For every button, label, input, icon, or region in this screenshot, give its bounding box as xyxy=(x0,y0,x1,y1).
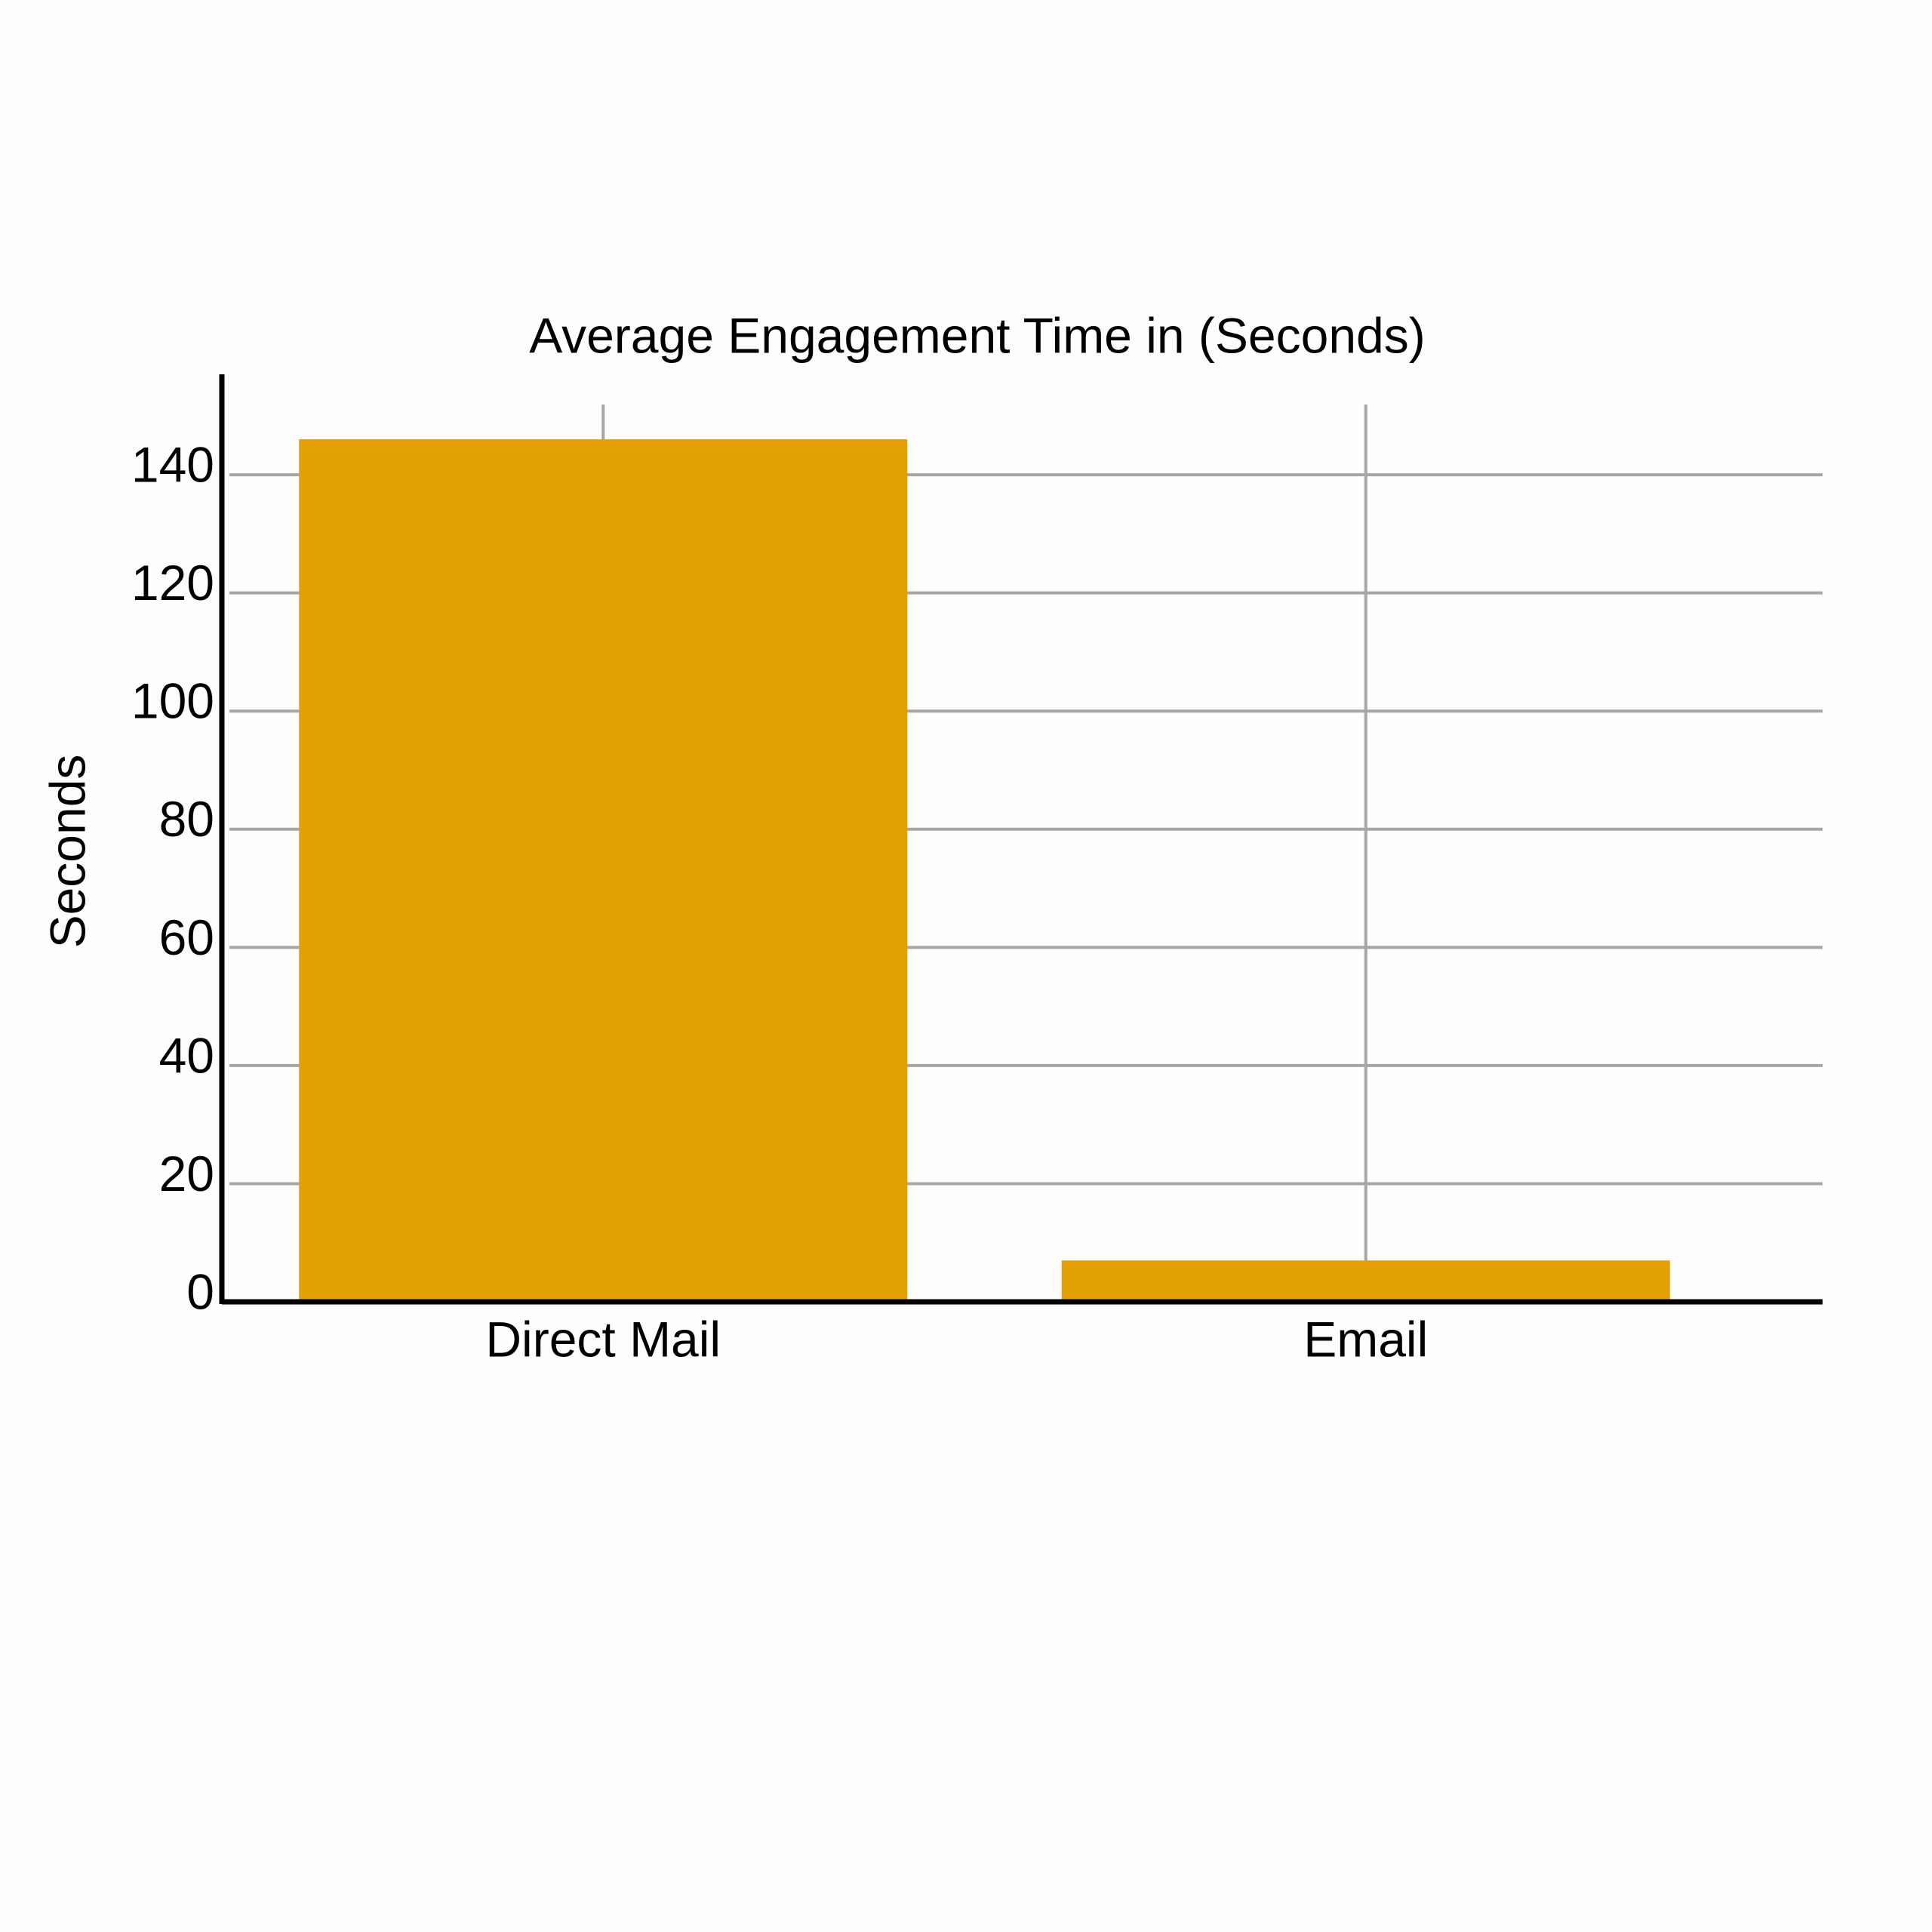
y-axis-label: Seconds xyxy=(39,755,95,949)
chart-title: Average Engagement Time in (Seconds) xyxy=(529,307,1425,363)
y-tick-label: 0 xyxy=(186,1263,214,1319)
x-tick-label: Direct Mail xyxy=(485,1311,721,1367)
y-tick-label: 60 xyxy=(159,909,214,965)
y-tick-label: 20 xyxy=(159,1146,214,1201)
y-tick-label: 140 xyxy=(131,437,214,493)
bar xyxy=(1061,1260,1670,1302)
x-tick-label: Email xyxy=(1303,1311,1428,1367)
y-tick-label: 40 xyxy=(159,1027,214,1083)
bar xyxy=(299,439,908,1302)
y-tick-label: 100 xyxy=(131,673,214,729)
y-tick-label: 80 xyxy=(159,791,214,847)
y-tick-label: 120 xyxy=(131,555,214,611)
